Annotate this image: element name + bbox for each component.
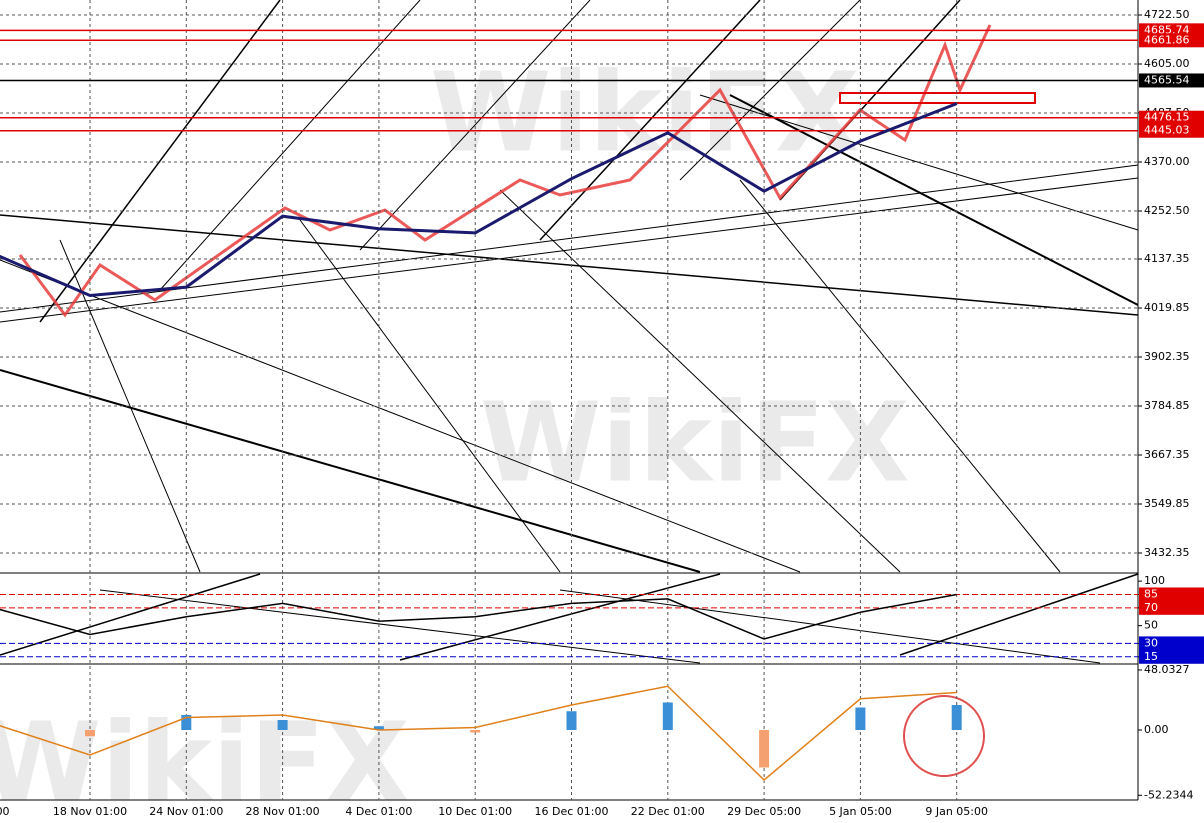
- histogram-bar: [662, 702, 673, 730]
- x-tick-label: 29 Dec 05:00: [727, 805, 801, 818]
- y-tick-label: 3432.35: [1144, 546, 1190, 559]
- level-label-bg: [1139, 123, 1204, 138]
- x-tick-label: 9 Jan 05:00: [925, 805, 988, 818]
- x-tick-label: 10 Dec 01:00: [438, 805, 512, 818]
- y-tick-label: 4722.50: [1144, 8, 1190, 21]
- x-tick-label: 18 Nov 01:00: [53, 805, 127, 818]
- level-label-bg: [1139, 587, 1204, 602]
- x-tick-label: 22 Dec 01:00: [631, 805, 705, 818]
- level-label: 85: [1144, 587, 1158, 600]
- level-label: 4685.74: [1144, 23, 1190, 36]
- x-tick-label: 28 Nov 01:00: [246, 805, 320, 818]
- annotation-box: [839, 92, 1036, 104]
- x-tick-label: 01:00: [0, 805, 10, 818]
- level-label-bg: [1139, 600, 1204, 615]
- histogram-bar: [181, 715, 192, 730]
- level-label-bg: [1139, 73, 1204, 88]
- watermark: WikiFX: [0, 698, 410, 823]
- watermark: WikiFX: [480, 378, 910, 506]
- level-label: 4565.54: [1144, 73, 1190, 86]
- y-tick-label: 4019.85: [1144, 301, 1190, 314]
- x-tick-label: 4 Dec 01:00: [345, 805, 412, 818]
- histogram-bar: [470, 730, 481, 733]
- histogram-bar: [566, 711, 577, 730]
- histogram-bar: [373, 726, 384, 730]
- y-tick-label: 3784.85: [1144, 399, 1190, 412]
- y-tick-label: 3902.35: [1144, 350, 1190, 363]
- watermark: WikiFX: [430, 48, 860, 176]
- level-label: 4476.15: [1144, 111, 1190, 124]
- level-label: 4661.86: [1144, 33, 1190, 46]
- series-line: [0, 593, 957, 640]
- level-label: 70: [1144, 601, 1158, 614]
- level-label: 4445.03: [1144, 124, 1190, 137]
- y-tick-label: 0.00: [1144, 723, 1169, 736]
- level-label-bg: [1139, 33, 1204, 48]
- histogram-bar: [855, 707, 866, 730]
- histogram-bar: [277, 720, 288, 730]
- annotation-arrows: [18, 24, 992, 318]
- y-tick-label: 100: [1144, 574, 1165, 587]
- annotation-circle: [903, 695, 985, 777]
- y-tick-label: 3549.85: [1144, 497, 1190, 510]
- level-label-bg: [1139, 649, 1204, 664]
- level-label: 15: [1144, 650, 1158, 663]
- level-label-bg: [1139, 636, 1204, 651]
- x-tick-label: 16 Dec 01:00: [535, 805, 609, 818]
- level-label: 30: [1144, 636, 1158, 649]
- histogram-bar: [951, 705, 962, 730]
- y-tick-label: 4252.50: [1144, 204, 1190, 217]
- y-tick-label: 4370.00: [1144, 155, 1190, 168]
- level-label-bg: [1139, 110, 1204, 125]
- x-tick-label: 5 Jan 05:00: [829, 805, 892, 818]
- series-line: [0, 685, 957, 782]
- histogram-bar: [759, 730, 770, 768]
- y-tick-label: 50: [1144, 619, 1158, 632]
- y-tick-label: 4137.35: [1144, 252, 1190, 265]
- y-tick-label: -52.2344: [1144, 788, 1193, 801]
- series-line: [0, 102, 958, 297]
- y-tick-label: 48.0327: [1144, 663, 1190, 676]
- y-tick-label: 4605.00: [1144, 57, 1190, 70]
- y-tick-label: 3667.35: [1144, 448, 1190, 461]
- x-tick-label: 24 Nov 01:00: [149, 805, 223, 818]
- histogram-bar: [85, 730, 95, 737]
